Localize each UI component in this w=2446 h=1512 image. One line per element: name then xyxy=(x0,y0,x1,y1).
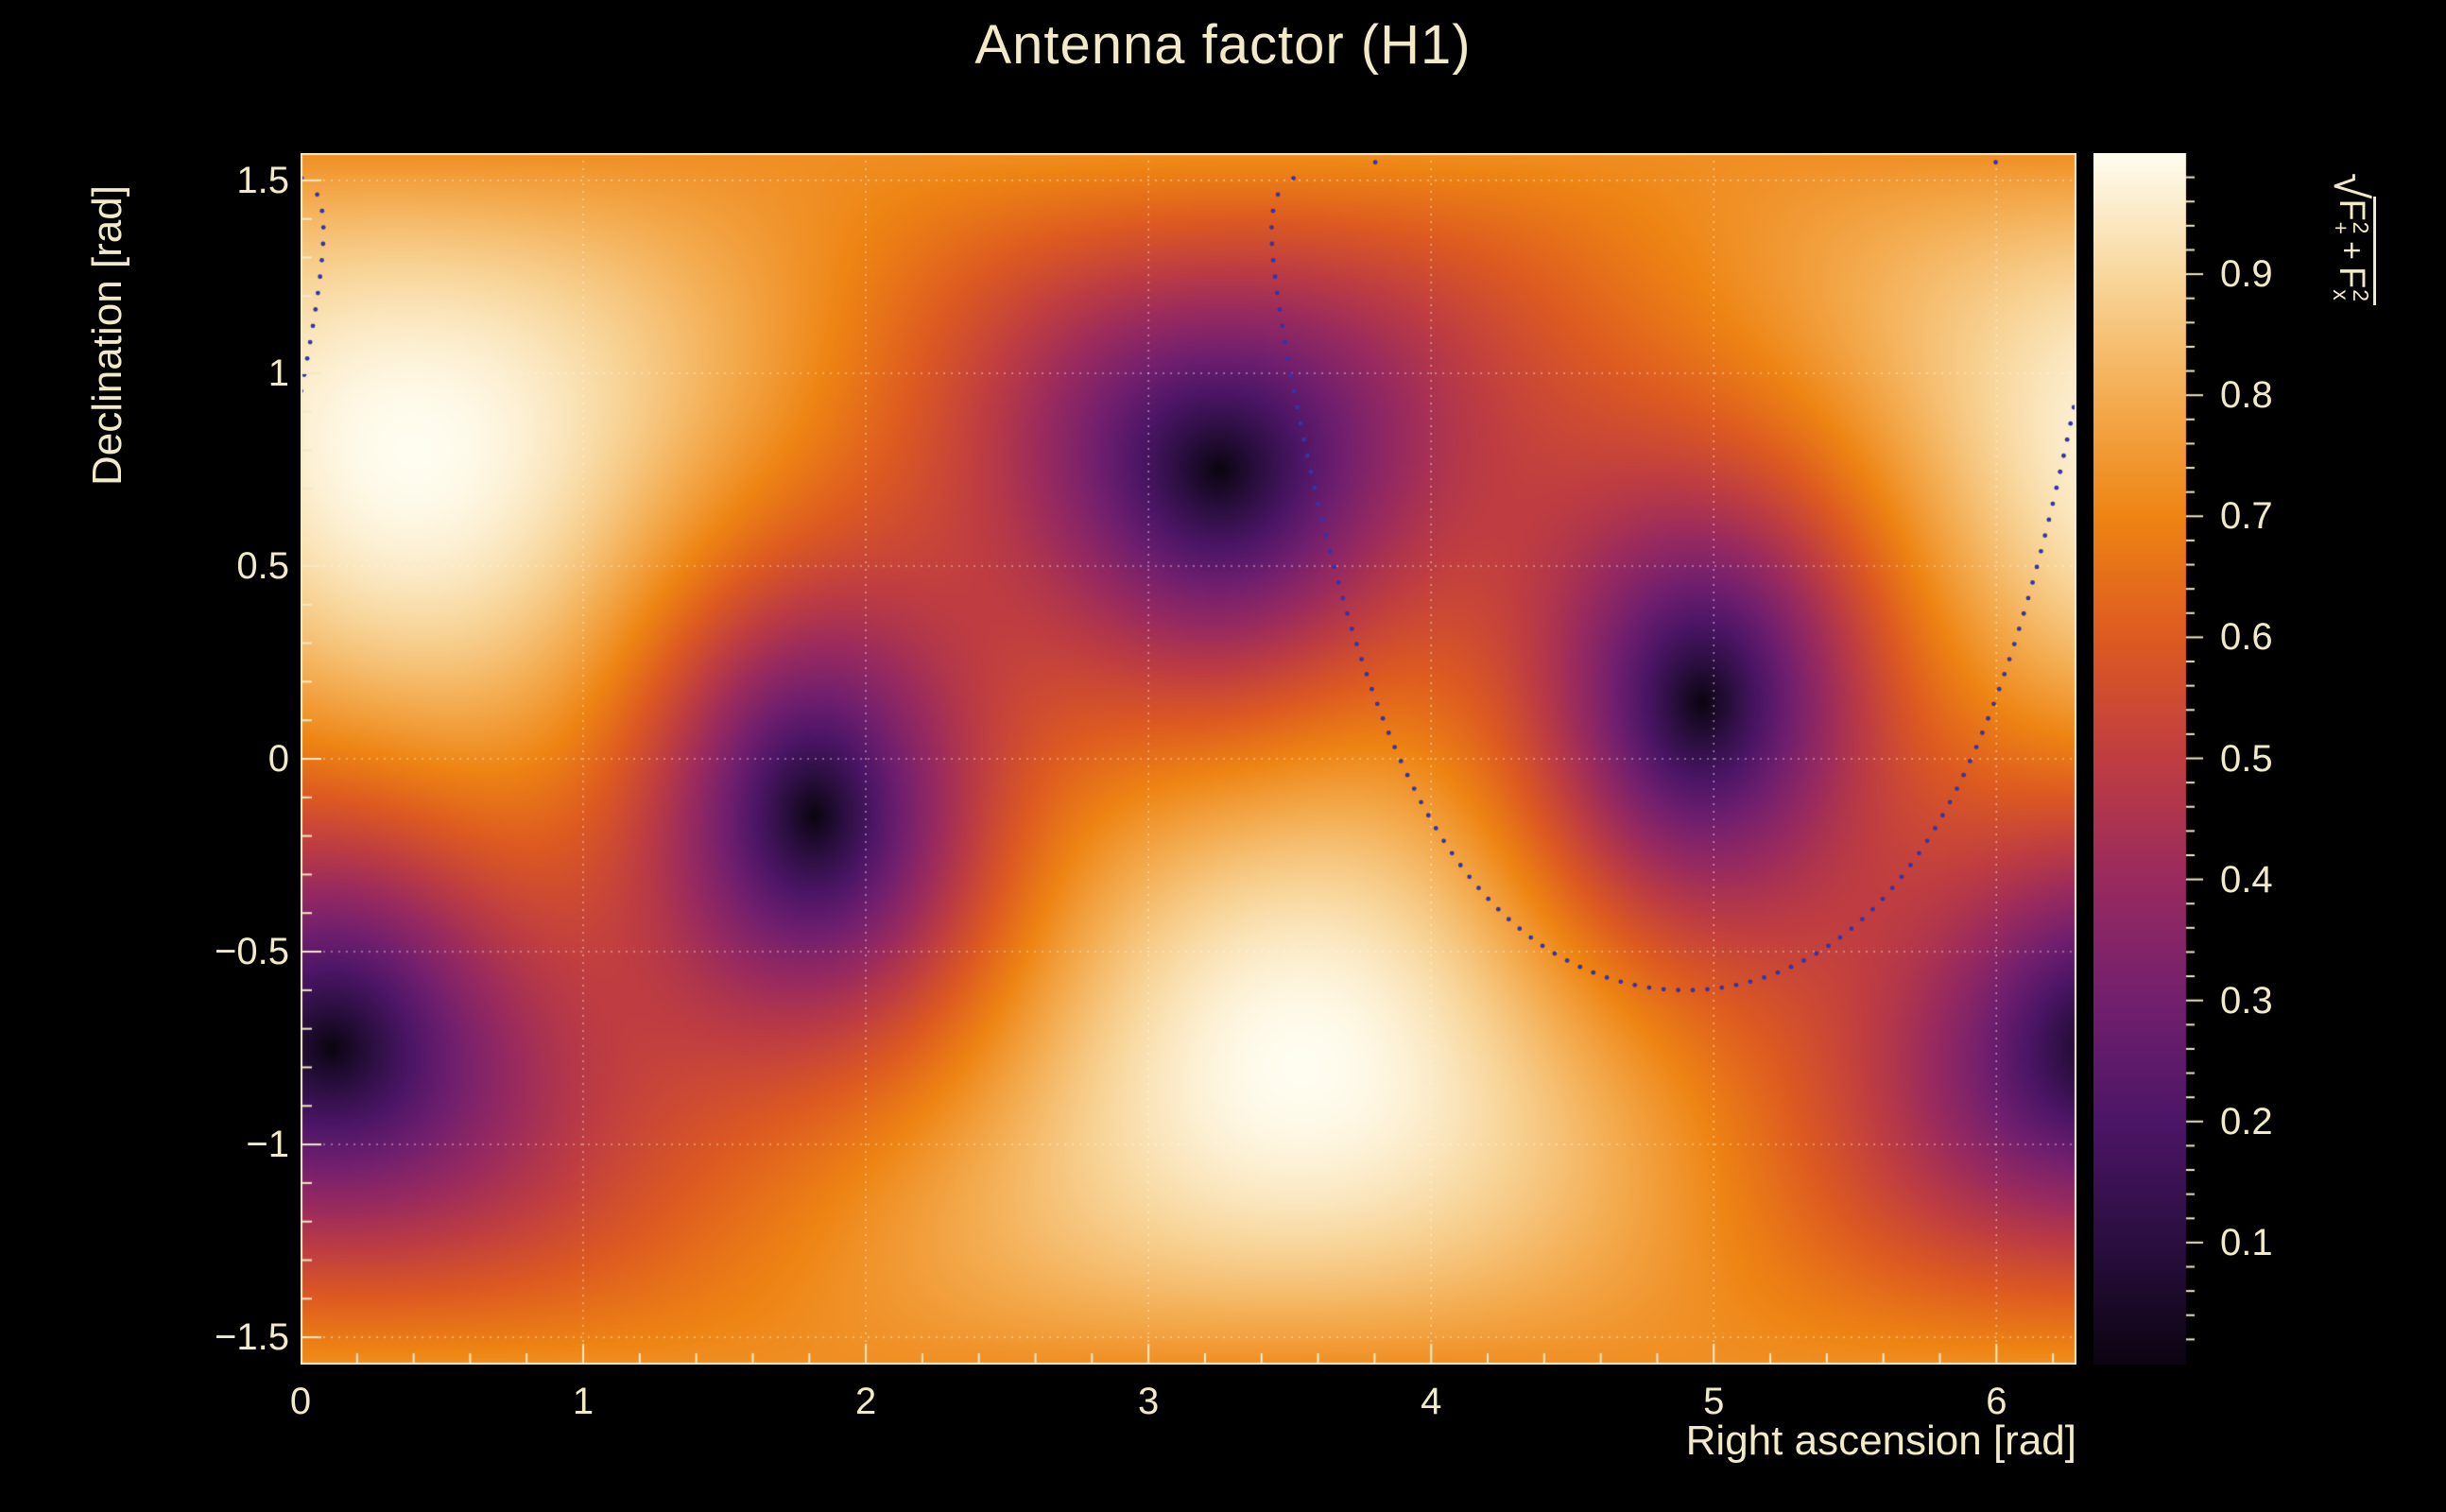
sqrt-radical-icon: √ xyxy=(2324,173,2377,199)
x-tick-label: 2 xyxy=(854,1381,877,1422)
x-tick-label: 3 xyxy=(1138,1381,1160,1422)
f-cross-sub: x xyxy=(2329,289,2354,301)
z-tick-label: 0.8 xyxy=(2220,374,2273,417)
colorbar xyxy=(2093,153,2235,1365)
f-plus-supsub: 2 + xyxy=(2329,221,2374,235)
x-tick-label: 4 xyxy=(1421,1381,1442,1422)
y-tick-label: 0 xyxy=(267,738,289,780)
colorbar-axis-expression: F 2 + + F 2 x xyxy=(2329,197,2376,305)
y-tick-label: 0.5 xyxy=(236,544,289,587)
page-title: Antenna factor (H1) xyxy=(974,14,1472,76)
plus-operator: + xyxy=(2334,241,2369,260)
colorbar-axis-title: √ F 2 + + F 2 x xyxy=(2323,116,2378,362)
x-tick-label: 1 xyxy=(572,1381,594,1422)
z-tick-label: 0.7 xyxy=(2220,495,2273,538)
y-tick-label: 1 xyxy=(267,352,289,394)
x-tick-label: 5 xyxy=(1703,1381,1725,1422)
y-tick-label: −1 xyxy=(246,1124,289,1166)
y-axis-title: Declination [rad] xyxy=(84,185,130,486)
f-plus-base: F xyxy=(2332,198,2371,221)
z-tick-label: 0.4 xyxy=(2220,858,2273,901)
antenna-pattern-heatmap xyxy=(301,153,2076,1365)
f-plus-sup: 2 xyxy=(2349,221,2374,234)
f-plus-sub: + xyxy=(2329,221,2354,235)
f-cross-sup: 2 xyxy=(2349,289,2374,301)
x-tick-label: 0 xyxy=(289,1381,312,1422)
z-tick-label: 0.1 xyxy=(2220,1221,2273,1263)
z-tick-label: 0.9 xyxy=(2220,253,2273,296)
x-axis-title: Right ascension [rad] xyxy=(1685,1418,2076,1464)
y-tick-label: 1.5 xyxy=(236,159,289,201)
y-tick-label: −1.5 xyxy=(215,1316,289,1359)
z-tick-label: 0.3 xyxy=(2220,979,2273,1022)
f-plus-term: F 2 + xyxy=(2329,198,2374,235)
f-cross-base: F xyxy=(2332,266,2371,289)
x-tick-label: 6 xyxy=(1986,1381,2007,1422)
z-tick-label: 0.2 xyxy=(2220,1100,2273,1143)
z-tick-label: 0.5 xyxy=(2220,737,2273,780)
y-tick-label: −0.5 xyxy=(215,931,289,973)
z-tick-label: 0.6 xyxy=(2220,616,2273,659)
